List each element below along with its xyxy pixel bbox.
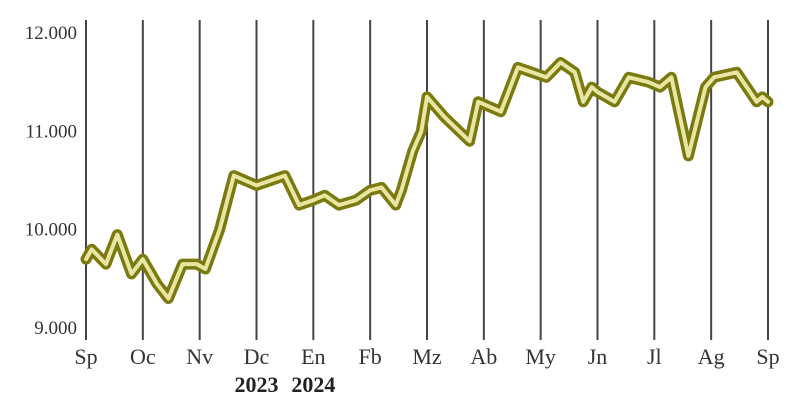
x-tick-label-11: Ag xyxy=(698,344,725,369)
x-tick-label-4: En xyxy=(301,344,325,369)
year-labels: 2023 2024 xyxy=(235,372,336,397)
y-axis-ticks: 12.000 11.000 10.000 9.000 xyxy=(25,23,77,339)
x-axis-ticks: Sp Oc Nv Dc En Fb Mz Ab My Jn Jl Ag Sp xyxy=(74,344,779,369)
grid-lines xyxy=(85,20,769,340)
x-tick-label-12: Sp xyxy=(756,344,779,369)
x-tick-label-9: Jn xyxy=(588,344,608,369)
x-tick-label-3: Dc xyxy=(244,344,270,369)
series-group xyxy=(80,57,774,304)
year-label-1: 2024 xyxy=(291,372,335,397)
x-tick-label-8: My xyxy=(525,344,556,369)
year-label-0: 2023 xyxy=(235,372,279,397)
series-line-highlight-0 xyxy=(84,60,770,301)
y-tick-label-3: 9.000 xyxy=(34,318,77,339)
y-tick-label-0: 12.000 xyxy=(25,23,77,44)
y-tick-label-1: 11.000 xyxy=(25,121,77,142)
x-tick-label-5: Fb xyxy=(359,344,382,369)
x-tick-label-0: Sp xyxy=(74,344,97,369)
x-tick-label-7: Ab xyxy=(470,344,497,369)
x-tick-label-1: Oc xyxy=(130,344,156,369)
x-tick-label-2: Nv xyxy=(186,344,213,369)
y-tick-label-2: 10.000 xyxy=(25,220,77,241)
x-tick-label-6: Mz xyxy=(412,344,442,369)
x-tick-label-10: Jl xyxy=(647,344,662,369)
